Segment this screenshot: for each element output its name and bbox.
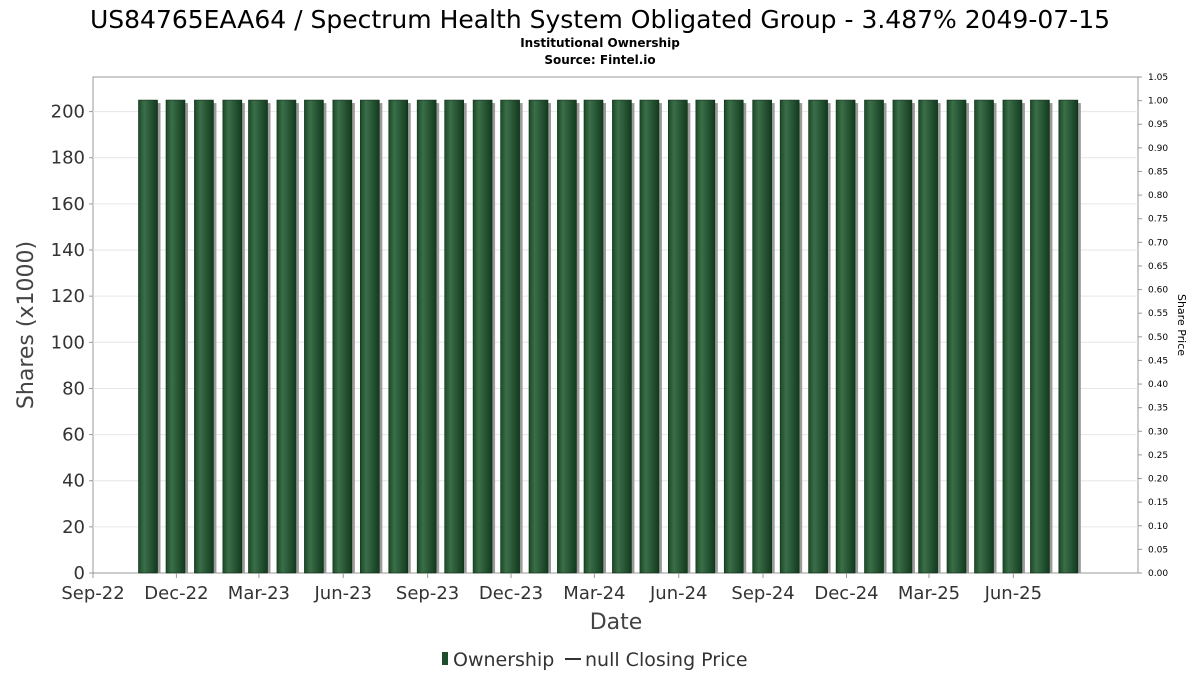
y2-tick-label: 1.00 [1148,97,1168,107]
y2-tick-label: 0.80 [1148,191,1168,201]
ownership-bar [612,99,632,574]
y2-tick-label: 0.90 [1148,144,1168,154]
ownership-bar [444,99,464,574]
y2-tick-label: 0.70 [1148,238,1168,248]
x-tick-label: Mar-25 [898,583,960,604]
y2-tick-label: 0.00 [1148,569,1168,579]
ownership-bar [808,99,828,574]
ownership-bar [1058,99,1079,574]
y2-tick-label: 0.50 [1148,333,1168,343]
y-tick-label: 200 [51,102,85,123]
y-tick-label: 120 [51,286,85,307]
y-tick-label: 80 [62,378,85,399]
y-tick-label: 140 [51,240,85,261]
ownership-bar [779,99,800,574]
y2-tick-label: 0.05 [1148,545,1168,555]
ownership-bar [276,99,297,574]
ownership-bar [416,99,437,574]
chart-source: Source: Fintel.io [544,53,655,67]
y-tick-label: 60 [62,425,85,446]
y-tick-label: 20 [62,517,85,538]
ownership-bar [668,99,688,574]
legend-ownership-label: Ownership [453,649,554,671]
x-tick-label: Sep-23 [396,583,459,604]
ownership-bar [332,99,353,574]
y2-tick-label: 0.75 [1148,215,1168,225]
y2-tick-label: 0.65 [1148,262,1168,272]
ownership-bar [304,99,324,574]
legend: Ownership null Closing Price [442,649,748,671]
y2-tick-label: 0.35 [1148,404,1168,414]
y2-tick-label: 0.85 [1148,167,1168,177]
y2-tick-label: 0.45 [1148,356,1168,366]
y2-tick-label: 0.40 [1148,380,1168,390]
y2-axis-label: Share Price [1175,294,1188,356]
ownership-bar [557,99,577,574]
ownership-bar [1002,99,1023,574]
y2-tick-label: 0.60 [1148,286,1168,296]
y-tick-label: 40 [62,471,85,492]
ownership-bar [723,99,744,574]
y2-tick-label: 0.15 [1148,498,1168,508]
x-tick-label: Sep-22 [61,583,124,604]
ownership-bar [639,99,660,574]
ownership-bar [835,99,856,574]
x-tick-label: Sep-24 [731,583,794,604]
ownership-bar [695,99,716,574]
ownership-bar [974,99,994,574]
ownership-bar [892,99,913,574]
ownership-bar [864,99,884,574]
x-tick-label: Mar-24 [563,583,625,604]
legend-price-label: null Closing Price [585,649,748,671]
ownership-bar [918,99,938,574]
ownership-bar [583,99,604,574]
y2-tick-label: 0.30 [1148,427,1168,437]
y-axis-label: Shares (x1000) [14,241,39,409]
ownership-bar [222,99,243,574]
y2-tick-label: 0.25 [1148,451,1168,461]
ownership-bar [1030,99,1050,574]
ownership-bar [248,99,268,574]
x-tick-label: Jun-24 [649,583,708,604]
chart-subtitle: Institutional Ownership [520,36,680,50]
x-tick-label: Dec-24 [814,583,878,604]
y-tick-label: 180 [51,148,85,169]
ownership-bar [528,99,549,574]
x-tick-label: Mar-23 [228,583,290,604]
y-tick-label: 160 [51,194,85,215]
y2-tick-label: 0.10 [1148,522,1168,532]
ownership-bar [752,99,772,574]
ownership-bar [500,99,520,574]
x-axis-label: Date [590,610,643,635]
x-axis-ticks: Sep-22 Dec-22 Mar-23 Jun-23 Sep-23 Dec-23 Mar-… [61,573,1042,604]
x-tick-label: Dec-23 [479,583,543,604]
x-tick-label: Jun-23 [313,583,372,604]
y2-tick-label: 1.05 [1148,73,1168,83]
y2-tick-label: 0.95 [1148,120,1168,130]
ownership-bar [946,99,967,574]
ownership-bar [194,99,214,574]
x-tick-label: Jun-25 [984,583,1043,604]
ownership-bar [360,99,380,574]
ownership-bar [472,99,493,574]
legend-ownership-swatch [442,652,448,665]
y-axis-ticks: 0 20 40 60 80 100 120 140 160 180 200 [51,102,93,584]
y-tick-label: 100 [51,332,85,353]
y2-tick-label: 0.55 [1148,309,1168,319]
y2-axis-ticks: 0.00 0.05 0.10 0.15 0.20 0.25 0.30 0.35 0.40 0.45… [1138,73,1168,579]
ownership-bar [165,99,186,574]
ownership-bar [388,99,409,574]
chart-title: US84765EAA64 / Spectrum Health System Ob… [90,5,1110,34]
x-tick-label: Dec-22 [144,583,208,604]
ownership-bar [138,99,158,574]
y2-tick-label: 0.20 [1148,475,1168,485]
ownership-bars [138,99,1081,574]
y-tick-label: 0 [74,563,85,584]
